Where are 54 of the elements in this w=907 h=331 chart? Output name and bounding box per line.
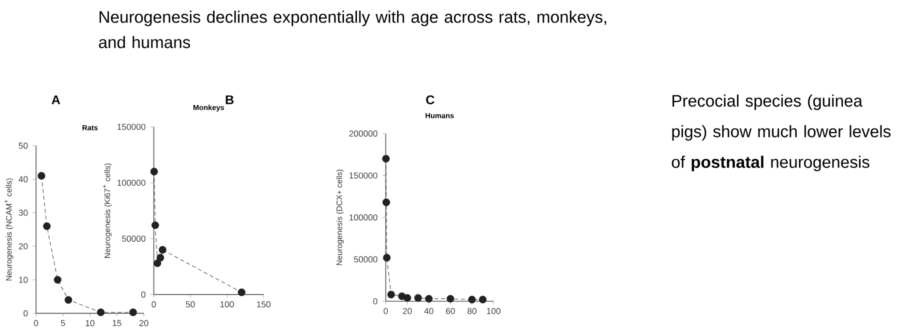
point: [383, 254, 391, 262]
x-tick-label: 150: [257, 301, 270, 308]
point: [129, 308, 137, 316]
point: [478, 296, 487, 304]
point: [96, 308, 105, 316]
point: [156, 254, 164, 262]
text: Precocial species (guinea pigs) show much lower levels of postnatal neurogenesis: [672, 94, 891, 172]
y-tick-label: 50000: [122, 236, 146, 242]
y-tick-label: 10: [19, 276, 28, 284]
point: [43, 222, 51, 230]
x-tick-label: 100: [486, 308, 500, 314]
y-tick-label: 0: [141, 292, 146, 298]
point: [387, 290, 395, 299]
y-tick-label: 150000: [350, 172, 378, 179]
y-tick-label: 50: [18, 142, 28, 149]
y-tick-label: 40: [18, 176, 28, 182]
point: [238, 288, 246, 296]
y-tick-label: 30: [18, 210, 28, 216]
point: [404, 294, 412, 302]
point: [38, 172, 46, 180]
point: [154, 260, 162, 268]
point: [382, 198, 390, 206]
point: [446, 295, 454, 303]
point: [158, 246, 166, 254]
text: A: [52, 96, 60, 104]
point: [414, 294, 422, 302]
x-tick-label: 0: [384, 308, 388, 314]
y-tick-label: 100000: [350, 214, 378, 221]
x-tick-label: 0: [152, 301, 156, 308]
y-tick-label: 100000: [118, 180, 146, 186]
x-tick-label: 40: [424, 308, 434, 314]
x-tick-label: 15: [112, 320, 122, 326]
x-tick-label: 50: [186, 301, 195, 308]
x-tick-label: 100: [220, 301, 234, 308]
y-tick-label: 150000: [118, 124, 146, 130]
x-tick-label: 0: [34, 320, 38, 326]
point: [54, 276, 62, 284]
point: [425, 295, 433, 303]
x-tick-label: 5: [60, 320, 66, 326]
point: [468, 296, 476, 304]
y-tick-label: 200000: [349, 130, 378, 137]
point: [382, 155, 390, 163]
x-tick-label: 80: [468, 308, 476, 314]
text: C: [426, 96, 434, 104]
point: [64, 296, 72, 304]
text: Neurogenesis declines exponentially with age across rats, monkeys, and humans: [98, 10, 606, 48]
x-tick-label: 20: [402, 308, 412, 314]
point: [150, 168, 158, 176]
y-tick-label: 50000: [354, 256, 378, 263]
y-tick-label: 20: [18, 243, 28, 250]
point: [151, 222, 160, 230]
x-tick-label: 60: [446, 308, 455, 314]
text: B: [226, 96, 234, 104]
x-tick-label: 10: [86, 320, 94, 326]
